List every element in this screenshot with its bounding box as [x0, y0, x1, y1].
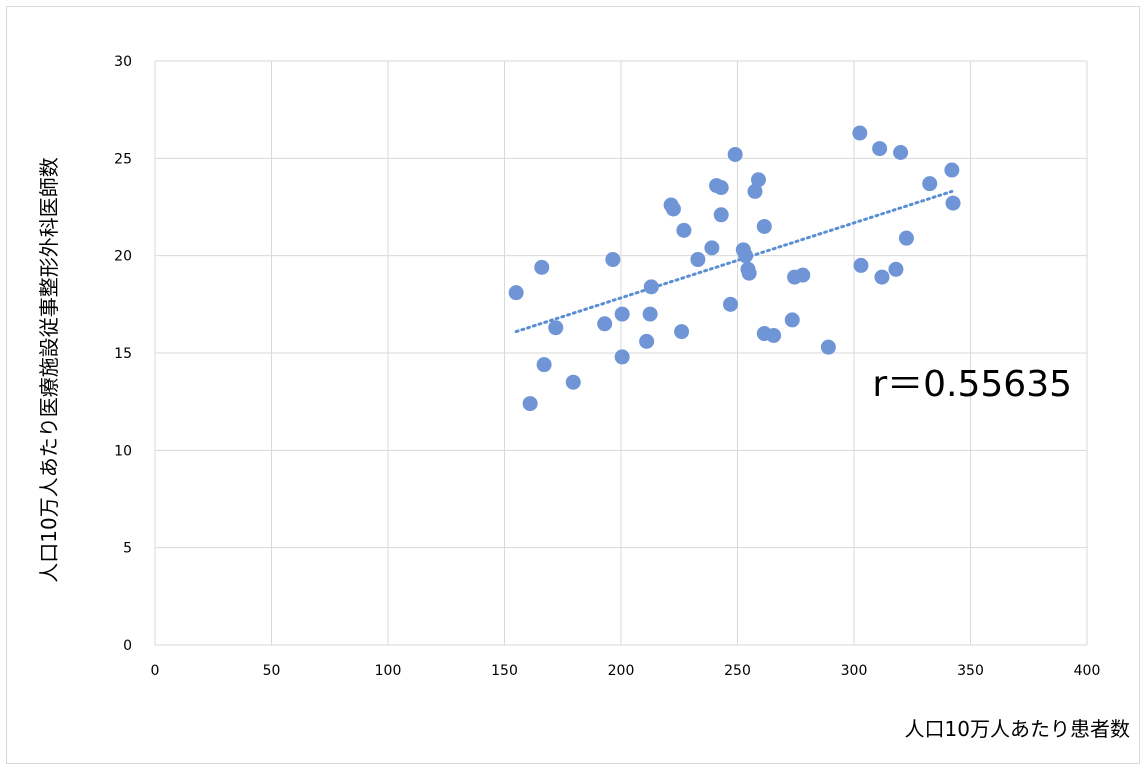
- x-tick-label: 150: [491, 663, 518, 679]
- data-point: [766, 327, 782, 343]
- x-tick-label: 400: [1074, 663, 1101, 679]
- data-point: [690, 252, 706, 268]
- data-point: [605, 252, 621, 268]
- data-point: [676, 222, 692, 238]
- x-tick-label: 50: [263, 663, 281, 679]
- y-tick-label: 10: [114, 443, 132, 459]
- y-tick-label: 0: [123, 638, 132, 654]
- data-point: [713, 180, 729, 196]
- data-point: [534, 259, 550, 275]
- data-point: [713, 207, 729, 223]
- data-point: [565, 374, 581, 390]
- data-point: [738, 248, 754, 264]
- x-tick-label: 250: [724, 663, 751, 679]
- data-point: [898, 230, 914, 246]
- data-point: [820, 339, 836, 355]
- x-tick-label: 100: [375, 663, 402, 679]
- data-point: [795, 267, 811, 283]
- data-point: [893, 144, 909, 160]
- trendline-layer: [514, 189, 954, 334]
- data-point: [784, 312, 800, 328]
- x-tick-label: 300: [841, 663, 868, 679]
- data-point: [922, 176, 938, 192]
- trendline: [514, 189, 954, 334]
- data-point: [723, 296, 739, 312]
- data-point: [614, 349, 630, 365]
- x-axis-title: 人口10万人あたり患者数: [905, 717, 1130, 741]
- x-tick-label: 0: [151, 663, 160, 679]
- data-point: [945, 195, 961, 211]
- data-point: [508, 285, 524, 301]
- data-point: [704, 240, 720, 256]
- y-tick-label: 30: [114, 54, 132, 70]
- x-tick-labels: 0 50 100 150 200 250 300 350 400: [151, 663, 1101, 679]
- data-point: [643, 279, 659, 295]
- data-point: [852, 125, 868, 141]
- y-tick-label: 25: [114, 151, 132, 167]
- data-point: [536, 357, 552, 373]
- y-axis-title: 人口10万人あたり医療施設従事整形外科医師数: [37, 157, 61, 582]
- data-point: [756, 218, 772, 234]
- data-point: [639, 333, 655, 349]
- data-points: [508, 125, 961, 412]
- correlation-annotation: r＝0.55635: [872, 364, 1072, 405]
- y-tick-label: 20: [114, 249, 132, 265]
- data-point: [674, 324, 690, 340]
- data-point: [642, 306, 658, 322]
- data-point: [872, 141, 888, 157]
- data-point: [727, 146, 743, 162]
- data-point: [888, 261, 904, 277]
- data-point: [597, 316, 613, 332]
- y-tick-label: 15: [114, 346, 132, 362]
- data-point: [747, 183, 763, 199]
- data-point: [522, 396, 538, 412]
- data-point: [548, 320, 564, 336]
- data-point: [944, 162, 960, 178]
- y-tick-labels: 0 5 10 15 20 25 30: [114, 54, 132, 654]
- data-point: [750, 172, 766, 188]
- data-point: [874, 269, 890, 285]
- data-point: [665, 201, 681, 217]
- y-tick-label: 5: [123, 541, 132, 557]
- data-point: [614, 306, 630, 322]
- data-point: [741, 265, 757, 281]
- x-tick-label: 350: [957, 663, 984, 679]
- x-tick-label: 200: [608, 663, 635, 679]
- data-point: [853, 257, 869, 273]
- gridlines: [154, 60, 1088, 646]
